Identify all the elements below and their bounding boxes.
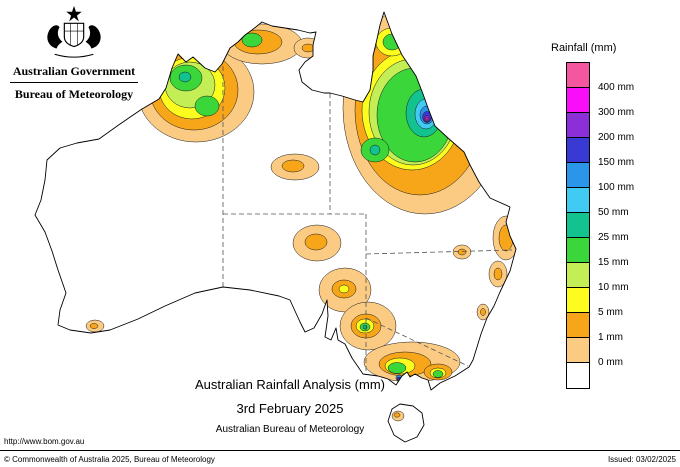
rain-contour-border-5mm [457,248,467,256]
header: Australian Government Bureau of Meteorol… [8,4,140,102]
legend-labels: 400 mm 300 mm 200 mm 150 mm 100 mm 50 mm 25 mm… [598,63,668,393]
rain-contour-topend-25mm [241,32,263,48]
rain-contour-gulfcountry-50mm [369,144,381,156]
legend-swatch-200mm [567,113,589,138]
legend-swatch-400mm [567,63,589,88]
legend-swatch-50mm [567,188,589,213]
legend-label: 25 mm [598,232,629,243]
legend-label: 400 mm [598,82,635,93]
australian-coat-of-arms-icon [47,5,101,58]
rain-contour-nswcoast-5mm [480,308,486,316]
copyright-text: © Commonwealth of Australia 2025, Bureau… [4,454,215,464]
emu-icon [85,25,101,49]
rain-contour-sa2-10mm [338,284,350,294]
rain-contour-nqld-max [425,118,429,122]
rain-contour-gippsland-25mm [432,370,444,378]
coastline [34,11,517,443]
rain-contour-sa-5mm [304,233,328,251]
rain-contour-centre-5mm [281,159,305,173]
rain-contour-northcoast-5mm [493,267,503,281]
legend-label: 100 mm [598,182,635,193]
bom-url: http://www.bom.gov.au [4,437,85,446]
border-qld-nsw [365,249,513,255]
rain-contour-gove-5mm [301,43,315,53]
legend-label: 5 mm [598,307,623,318]
rain-contour-tas-5mm [393,412,401,418]
legend-swatch-25mm [567,213,589,238]
header-divider [10,82,138,83]
footer-bar: © Commonwealth of Australia 2025, Bureau… [0,450,680,467]
legend-swatch-1mm [567,313,589,338]
legend-swatch-0mm [567,338,589,363]
shield-quarters [64,23,84,45]
legend-swatch-100mm [567,163,589,188]
kangaroo-icon [47,25,63,49]
commonwealth-star-icon [66,5,82,22]
government-title: Australian Government [12,64,136,78]
map-attribution: Australian Bureau of Meteorology [215,424,365,435]
legend-swatch-15mm [567,238,589,263]
legend-title: Rainfall (mm) [551,42,617,54]
australia-rainfall-map [34,11,517,443]
legend-label: 0 mm [598,357,623,368]
coastline-tasmania [387,403,425,443]
rain-contour-swwa-5mm [89,323,99,329]
legend-swatch-300mm [567,88,589,113]
legend-swatch-150mm [567,138,589,163]
state-borders [222,66,513,374]
map-title-block: Australian Rainfall Analysis (mm) 3rd Fe… [140,377,440,435]
legend-label: 50 mm [598,207,629,218]
border-nsw-vic [365,317,469,367]
legend-swatch-10mm [567,263,589,288]
legend-swatch-zero [567,363,589,388]
rain-contour-vic-25mm [387,362,407,374]
shield-icon [63,22,85,48]
rainfall-contours [85,12,516,422]
coastline-mainland [34,11,517,391]
legend-label: 1 mm [598,332,623,343]
rain-contour-kimberley-50mm [178,71,192,83]
legend-color-scale [566,62,590,389]
legend-label: 15 mm [598,257,629,268]
issued-date: Issued: 03/02/2025 [607,454,676,464]
bureau-title: Bureau of Meteorology [14,87,134,101]
rain-contour-kimberley-25mm-2 [194,95,220,117]
legend-label: 10 mm [598,282,629,293]
map-title: Australian Rainfall Analysis (mm) [194,377,385,392]
scroll-banner [54,53,94,58]
legend-swatch-5mm [567,288,589,313]
legend-label: 300 mm [598,107,635,118]
legend-label: 150 mm [598,157,635,168]
map-date: 3rd February 2025 [236,401,344,416]
legend-label: 200 mm [598,132,635,143]
